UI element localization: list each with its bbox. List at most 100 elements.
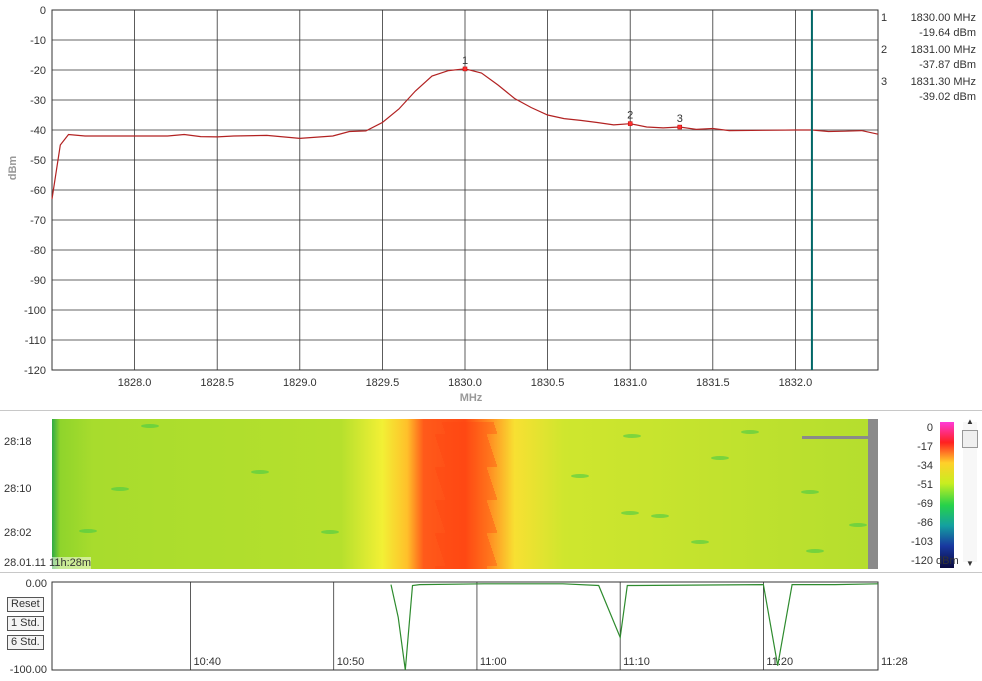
y-tick-label: -20	[30, 65, 46, 77]
waterfall-peak-row	[444, 527, 496, 530]
waterfall-peak-row	[443, 557, 495, 560]
marker-readout-list: 1 1830.00 MHz -19.64 dBm 2 1831.00 MHz -37.87…	[881, 12, 976, 103]
color-scale-unit: dBm	[936, 555, 959, 567]
waterfall-chart[interactable]: 28:18 28:10 28:02 0 -17 -34 -51 -69 -86 -103 -120…	[0, 412, 982, 572]
waterfall-speckle	[711, 456, 729, 460]
waterfall-speckle	[141, 424, 159, 428]
waterfall-peak-row	[444, 494, 496, 497]
waterfall-peak-row	[445, 431, 497, 434]
six-std-button[interactable]: 6 Std.	[7, 635, 44, 650]
y-tick-label: -40	[30, 125, 46, 137]
waterfall-peak-row	[435, 467, 487, 470]
waterfall-panel: 28:18 28:10 28:02 0 -17 -34 -51 -69 -86 -103 -120…	[0, 412, 982, 573]
x-tick-label: 1830.0	[448, 377, 482, 389]
waterfall-peak-row	[439, 446, 491, 449]
waterfall-peak-row	[443, 425, 495, 428]
waterfall-time-label: 28:02	[4, 527, 32, 539]
waterfall-speckle	[651, 514, 669, 518]
waterfall-peak-row	[441, 452, 493, 455]
timeline-panel: 0.00 -100.00 10:40 10:50 11:00 11:10 11:20 11…	[0, 574, 982, 678]
one-std-button[interactable]: 1 Std.	[7, 616, 44, 631]
x-tick-label: 1832.0	[779, 377, 813, 389]
waterfall-peak-row	[436, 503, 488, 506]
waterfall-peak-row	[440, 515, 492, 518]
timeline-time-label: 11:00	[480, 656, 507, 668]
timeline-series-line	[390, 583, 879, 671]
marker-label: 2	[627, 110, 633, 122]
waterfall-time-label: 28:10	[4, 483, 32, 495]
waterfall-speckle	[849, 523, 867, 527]
timeline-time-label: 11:28	[881, 656, 908, 668]
y-tick-label: -90	[30, 275, 46, 287]
waterfall-peak-row	[444, 560, 496, 563]
marker-readout-id: 3	[881, 76, 887, 88]
color-scale-label: -17	[917, 441, 933, 453]
scale-scroll-track[interactable]	[963, 422, 977, 562]
timeline-grid	[51, 581, 879, 671]
marker-readout-level: -37.87 dBm	[919, 59, 976, 71]
color-scale-label: 0	[927, 422, 933, 434]
waterfall-peak-row	[441, 485, 493, 488]
waterfall-peak-row	[437, 440, 489, 443]
waterfall-peak-row	[443, 524, 495, 527]
marker-readout-level: -39.02 dBm	[919, 91, 976, 103]
timeline-chart[interactable]: 0.00 -100.00 10:40 10:50 11:00 11:10 11:20 11…	[0, 574, 982, 678]
x-tick-label: 1831.5	[696, 377, 730, 389]
y-tick-label: -100	[24, 305, 46, 317]
waterfall-peak-row	[445, 563, 497, 566]
marker-point[interactable]	[627, 121, 633, 126]
marker-readout-freq: 1831.00 MHz	[911, 44, 976, 56]
waterfall-peak-row	[442, 455, 494, 458]
waterfall-peak-row	[440, 482, 492, 485]
waterfall-peak-row	[438, 542, 490, 545]
waterfall-peak-row	[435, 566, 487, 569]
waterfall-peak-row	[439, 545, 491, 548]
timeline-time-label: 11:10	[623, 656, 650, 668]
spectrum-panel: 0 -10 -20 -30 -40 -50 -60 -70 -80 -90 -100 -110 -120…	[0, 0, 982, 411]
waterfall-speckle	[251, 470, 269, 474]
y-tick-label: -110	[25, 335, 46, 347]
waterfall-speckle	[621, 511, 639, 515]
timeline-time-label: 10:40	[193, 656, 221, 668]
color-scale-label: -34	[917, 460, 933, 472]
waterfall-peak-row	[440, 449, 492, 452]
y-tick-label: -50	[30, 155, 46, 167]
y-axis-title: dBm	[7, 156, 19, 181]
marker-point[interactable]	[677, 124, 683, 130]
waterfall-peak-row	[440, 548, 492, 551]
spectrum-series-line	[51, 68, 879, 200]
x-tick-label: 1830.5	[531, 377, 565, 389]
spectrum-chart[interactable]: 0 -10 -20 -30 -40 -50 -60 -70 -80 -90 -100 -110 -120…	[0, 0, 982, 410]
scroll-down-icon[interactable]: ▼	[966, 559, 974, 568]
waterfall-speckle	[79, 529, 97, 533]
marker-readout-id: 1	[881, 12, 887, 24]
color-scale-label: -86	[917, 517, 933, 529]
waterfall-timestamp: 28.01.11 11h:28m	[4, 557, 92, 569]
waterfall-peak-row	[441, 551, 493, 554]
y-tick-label: -60	[30, 185, 46, 197]
waterfall-heatmap	[52, 419, 878, 569]
y-tick-label: -70	[30, 215, 46, 227]
timeline-plot-area	[51, 581, 879, 671]
waterfall-peak-row	[439, 479, 491, 482]
waterfall-peak-row	[442, 521, 494, 524]
waterfall-peak-row	[435, 533, 487, 536]
reset-button[interactable]: Reset	[7, 597, 44, 612]
marker-label: 1	[462, 55, 468, 67]
y-tick-label: -30	[30, 95, 46, 107]
spectrum-x-ticks: 1828.0 1828.5 1829.0 1829.5 1830.0 1830.5 1831…	[118, 377, 812, 389]
y-tick-label: -10	[30, 35, 46, 47]
color-scale-bar	[940, 422, 954, 568]
waterfall-speckle	[623, 434, 641, 438]
waterfall-peak-row	[444, 461, 496, 464]
timeline-trace	[390, 583, 879, 671]
scroll-up-icon[interactable]: ▲	[966, 417, 974, 426]
spectrum-markers: 1 2 3	[462, 55, 683, 130]
scroll-thumb[interactable]	[962, 430, 978, 448]
marker-point[interactable]	[462, 66, 468, 72]
timeline-time-labels: 10:40 10:50 11:00 11:10 11:20 11:28	[193, 656, 907, 668]
waterfall-peak-row	[443, 491, 495, 494]
y-tick-label: 0	[40, 5, 46, 17]
waterfall-peak-row	[438, 509, 490, 512]
timeline-y-top: 0.00	[26, 578, 47, 590]
